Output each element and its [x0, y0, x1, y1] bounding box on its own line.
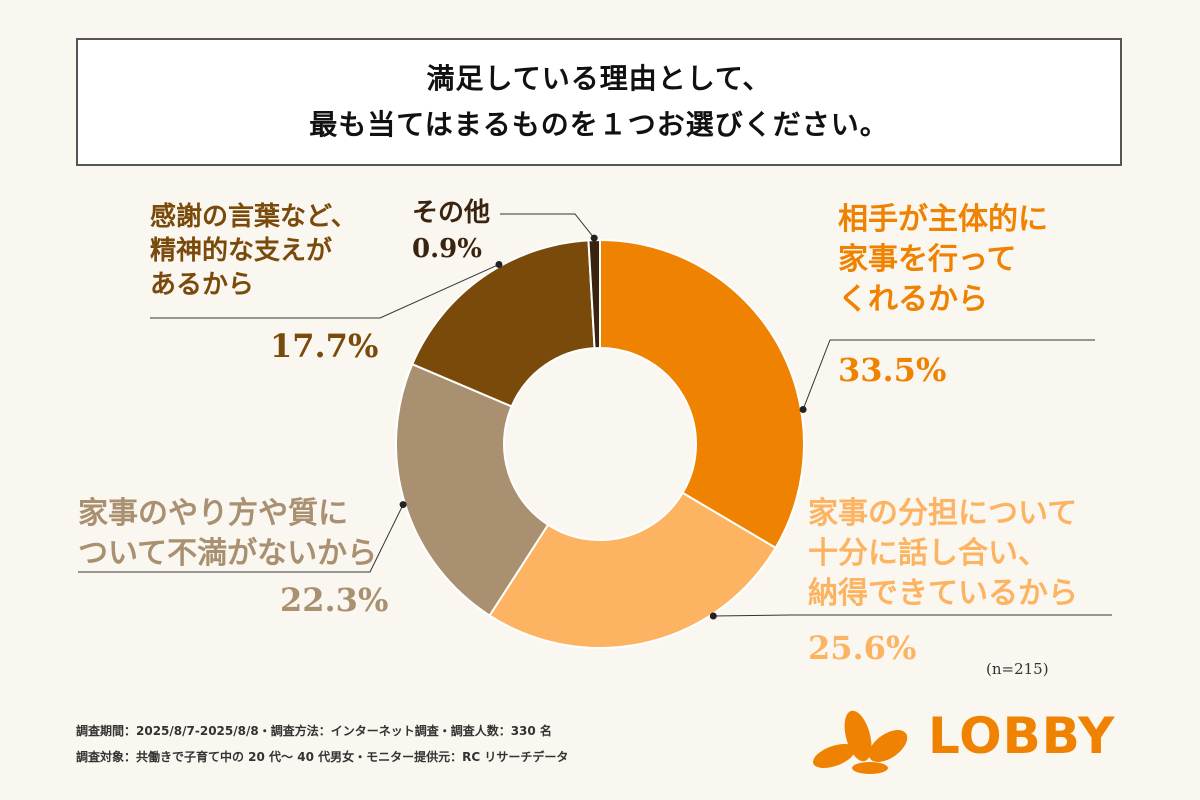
- footnote-survey-target: 調査対象：共働きで子育て中の 20 代〜 40 代男女・モニター提供元：RC リ…: [76, 750, 569, 764]
- label-slice-4: その他: [412, 198, 491, 228]
- label-slice-3-line-1: 精神的な支えが: [150, 236, 333, 266]
- leader-dot-0: [799, 405, 807, 413]
- leader-line-0: [802, 339, 1095, 410]
- label-slice-1: 家事の分担について 十分に話し合い、 納得できているから: [808, 494, 1078, 614]
- pct-slice-0: 33.5%: [838, 351, 947, 389]
- label-slice-3-line-2: あるから: [150, 270, 255, 300]
- logo-wordmark: LOBBY: [928, 707, 1116, 765]
- lobby-logo-mark-icon: [813, 710, 908, 774]
- leader-dot-1: [709, 612, 717, 620]
- sample-size-note: (n=215): [986, 660, 1049, 678]
- label-slice-1-line-2: 納得できているから: [808, 576, 1078, 611]
- title-line-2: 最も当てはまるものを１つお選びください。: [309, 108, 889, 141]
- label-slice-2: 家事のやり方や質に ついて不満がないから: [78, 494, 377, 574]
- label-slice-0-line-1: 家事を行って: [838, 242, 1017, 277]
- leader-line-4: [500, 213, 595, 239]
- title-line-1: 満足している理由として、: [426, 62, 772, 95]
- pct-slice-2: 22.3%: [280, 581, 389, 619]
- donut-slice-0: [599, 238, 805, 550]
- lobby-logo: LOBBY: [800, 696, 1130, 776]
- donut-slice-3: [410, 239, 596, 408]
- label-slice-0: 相手が主体的に 家事を行って くれるから: [838, 200, 1048, 320]
- label-slice-1-line-1: 十分に話し合い、: [808, 536, 1048, 571]
- donut-slice-2: [395, 362, 550, 617]
- pct-slice-4: 0.9%: [412, 234, 482, 264]
- leader-line-1: [713, 614, 1112, 617]
- title-box: 満足している理由として、 最も当てはまるものを１つお選びください。: [76, 38, 1122, 166]
- label-slice-0-line-2: くれるから: [838, 282, 988, 317]
- leader-dot-4: [590, 234, 598, 242]
- leader-dot-2: [399, 501, 407, 509]
- label-slice-3-line-0: 感謝の言葉など、: [150, 202, 357, 232]
- label-slice-3: 感謝の言葉など、 精神的な支えが あるから: [150, 200, 357, 302]
- leader-line-3: [150, 264, 500, 319]
- label-slice-2-line-1: ついて不満がないから: [78, 536, 378, 571]
- label-slice-2-line-0: 家事のやり方や質に: [78, 496, 348, 531]
- label-slice-0-line-0: 相手が主体的に: [838, 202, 1048, 237]
- footnote-survey-period: 調査期間：2025/8/7-2025/8/8・調査方法：インターネット調査・調査…: [76, 724, 552, 738]
- pct-slice-1: 25.6%: [808, 629, 917, 667]
- pct-slice-3: 17.7%: [270, 327, 379, 365]
- label-slice-1-line-0: 家事の分担について: [808, 496, 1078, 531]
- leader-dot-3: [495, 260, 503, 268]
- leader-line-2: [78, 504, 404, 573]
